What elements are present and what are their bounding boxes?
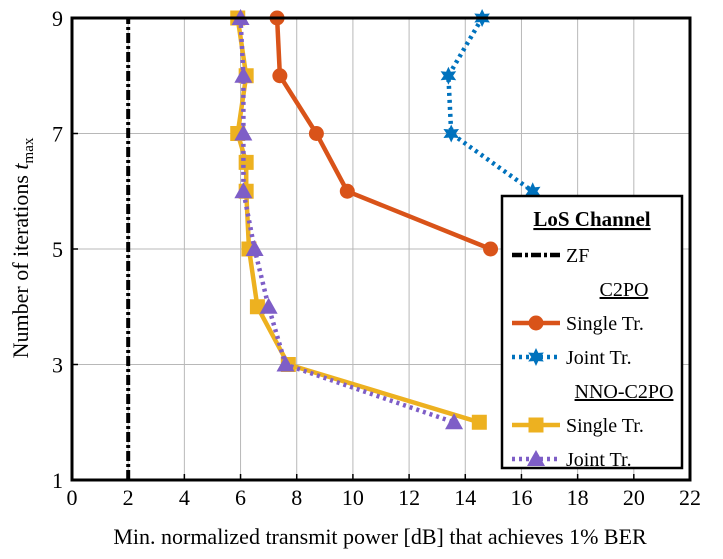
x-tick-label: 8 [291,485,302,510]
legend-marker-nno_single [528,417,544,433]
data-point-nno_joint [276,355,295,372]
x-tick-label: 10 [342,485,364,510]
ticks: 0 2 4 6 8 10 12 14 16 18 20 22 1 3 5 7 9 [52,6,701,510]
y-tick-label: 9 [52,6,63,31]
legend-marker-c2po_single [528,315,544,331]
x-tick-label: 4 [179,485,190,510]
legend-label-zf: ZF [566,245,589,267]
legend-marker-c2po_joint [528,348,544,366]
series-line-c2po_joint [446,16,535,194]
series-nno_joint [231,9,464,430]
data-point-c2po_joint [524,182,541,201]
y-axis-label: Number of iterations tmax [8,137,37,358]
y-tick-label: 7 [52,122,63,147]
x-tick-label: 18 [567,485,589,510]
data-point-nno_joint [234,124,253,141]
y-tick-label: 3 [52,353,63,378]
legend-title: LoS Channel [533,207,650,231]
series-c2po_joint [440,9,541,201]
legend: LoS Channel ZF C2PO Single Tr. Joint Tr. NNO-… [500,194,684,471]
data-point-nno_single [238,154,254,170]
x-tick-label: 6 [235,485,246,510]
data-point-c2po_single [339,183,355,199]
x-tick-label: 12 [398,485,420,510]
x-tick-label: 0 [67,485,78,510]
data-point-nno_single [471,414,487,430]
legend-group-header: NNO-C2PO [575,381,674,403]
x-axis-label: Min. normalized transmit power [dB] that… [113,524,647,549]
y-tick-label: 1 [52,468,63,493]
legend-label-nno_joint: Joint Tr. [566,449,632,471]
data-point-nno_joint [259,297,278,314]
x-tick-label: 2 [123,485,134,510]
data-point-nno_joint [245,240,264,256]
legend-label-c2po_joint: Joint Tr. [566,347,632,369]
data-point-nno_single [249,299,265,315]
y-axis-label-main: Number of iterations [8,170,33,359]
series-layer [126,9,541,480]
y-axis-label-var: t [8,163,33,170]
legend-marker-nno_joint [527,450,545,466]
data-point-c2po_single [272,68,288,84]
legend-group-header: C2PO [600,279,649,301]
y-tick-label: 5 [52,237,63,262]
x-tick-label: 20 [623,485,645,510]
data-point-c2po_joint [440,66,457,85]
x-tick-label: 16 [510,485,532,510]
x-tick-label: 22 [679,485,701,510]
legend-label-nno_single: Single Tr. [566,415,644,437]
x-tick-label: 14 [454,485,476,510]
data-point-nno_joint [234,182,253,199]
data-point-nno_joint [445,413,464,430]
series-c2po_single [269,10,499,257]
data-point-c2po_single [308,126,324,141]
data-point-c2po_joint [443,124,459,143]
legend-label-c2po_single: Single Tr. [566,313,644,335]
data-point-nno_joint [234,66,253,83]
data-point-c2po_single [483,241,499,257]
y-axis-label-sub: max [21,137,37,163]
